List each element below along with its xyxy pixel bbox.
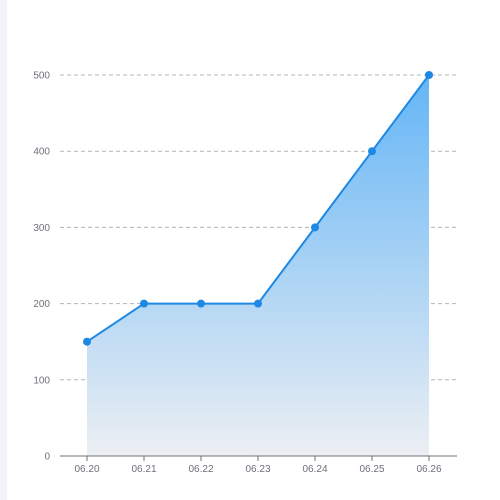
x-tick-label: 06.25	[359, 464, 384, 475]
x-tick-label: 06.21	[131, 464, 156, 475]
y-tick-label: 300	[33, 223, 50, 234]
data-point[interactable]	[368, 147, 376, 156]
x-tick-label: 06.20	[74, 464, 99, 475]
series-area	[87, 75, 429, 456]
x-tick-label: 06.22	[188, 464, 213, 475]
data-point[interactable]	[140, 299, 148, 308]
x-tick-label: 06.23	[245, 464, 270, 475]
y-tick-label: 500	[33, 71, 50, 82]
y-axis-tick-labels: 0 100 200 300 400 500	[33, 71, 50, 463]
data-point[interactable]	[425, 71, 433, 79]
y-tick-label: 200	[33, 299, 50, 310]
x-tick-label: 06.24	[302, 464, 327, 475]
left-edge-strip	[0, 0, 7, 500]
data-point[interactable]	[83, 337, 91, 346]
series-points	[83, 71, 433, 346]
data-point[interactable]	[254, 299, 262, 308]
data-point[interactable]	[197, 299, 205, 308]
x-axis	[60, 455, 457, 461]
y-tick-label: 0	[44, 452, 50, 463]
y-tick-label: 100	[33, 375, 50, 386]
x-axis-tick-labels: 06.20 06.21 06.22 06.23 06.24 06.25 06.26	[74, 464, 441, 475]
x-tick-label: 06.26	[416, 464, 441, 475]
y-tick-label: 400	[33, 147, 50, 158]
data-point[interactable]	[311, 223, 319, 232]
